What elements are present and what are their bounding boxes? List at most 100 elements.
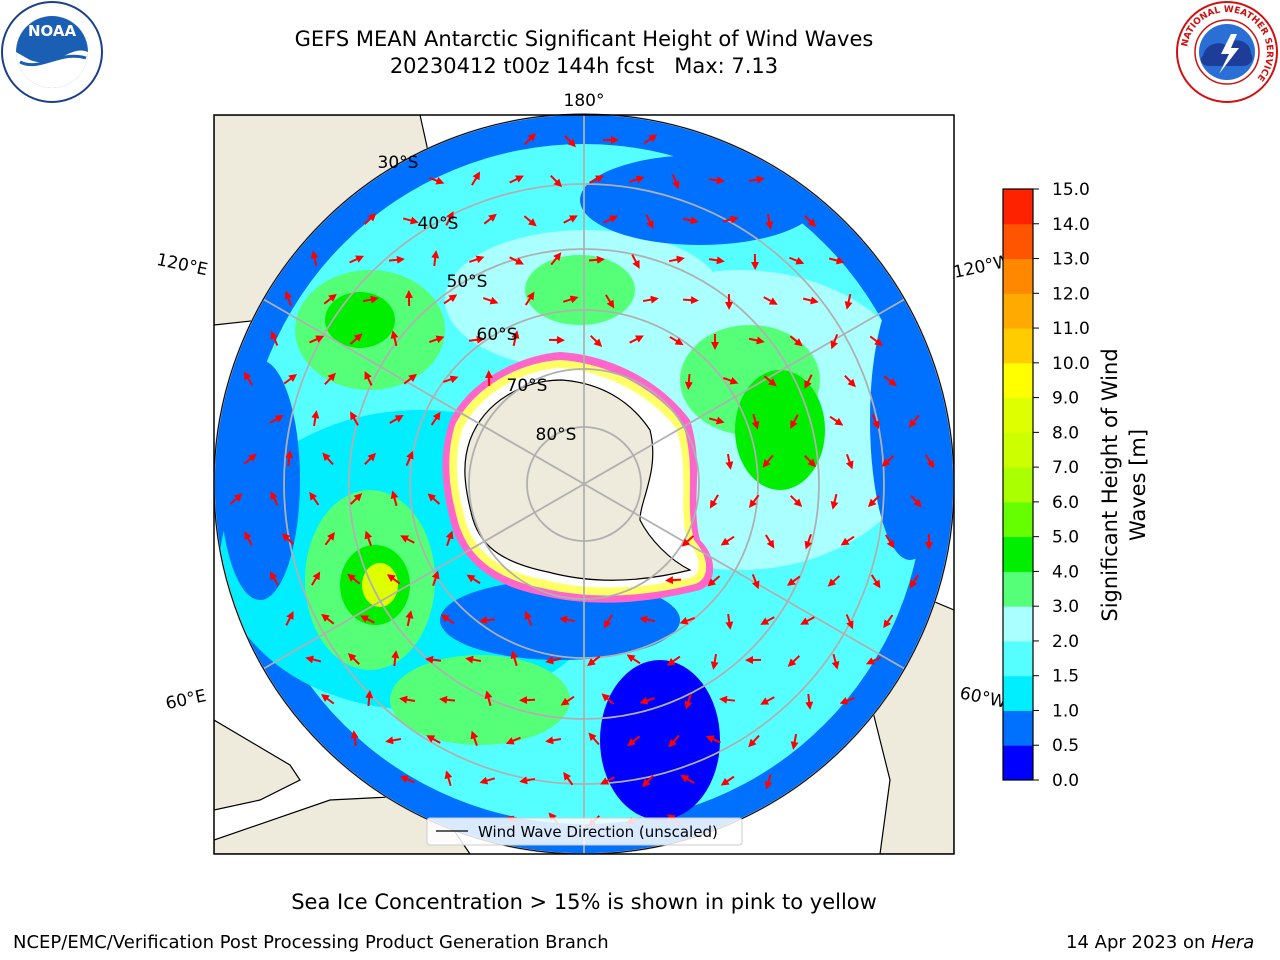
wave-direction-arrow — [562, 295, 579, 304]
wave-direction-arrow — [443, 294, 458, 305]
wave-direction-arrow — [523, 215, 537, 227]
colorbar-tick-label: 0.0 — [1052, 771, 1079, 791]
wave-direction-arrow — [363, 213, 377, 225]
wave-direction-arrow — [349, 333, 363, 345]
colorbar-tick-label: 14.0 — [1052, 215, 1090, 235]
wave-direction-arrow — [668, 734, 680, 748]
wave-direction-arrow — [429, 335, 445, 344]
wave-direction-arrow — [705, 735, 721, 744]
wave-direction-arrow — [270, 330, 279, 346]
wave-direction-arrow — [671, 174, 680, 190]
wave-direction-arrow — [587, 655, 601, 667]
wave-direction-arrow — [628, 175, 645, 184]
wave-direction-arrow — [804, 455, 817, 468]
wave-direction-arrow — [403, 373, 417, 385]
noaa-logo-text: NOAA — [28, 22, 77, 40]
wave-direction-arrow — [483, 213, 497, 225]
wave-direction-arrow — [310, 250, 319, 267]
wave-direction-arrow — [427, 493, 441, 505]
colorbar-tick-label: 12.0 — [1052, 284, 1090, 304]
wave-direction-arrow — [469, 255, 485, 264]
wave-direction-arrow — [590, 335, 603, 348]
wave-direction-arrow — [720, 775, 735, 786]
colorbar-tick-label: 13.0 — [1052, 250, 1090, 270]
wave-direction-arrow — [364, 370, 373, 386]
wave-direction-arrow — [389, 415, 404, 424]
lat-label-60s: 60°S — [477, 325, 518, 345]
wave-direction-arrow — [284, 290, 293, 306]
wave-direction-arrow — [865, 656, 881, 665]
wave-direction-arrow — [682, 296, 699, 305]
wave-direction-arrow — [668, 255, 685, 264]
wave-direction-arrow — [839, 696, 855, 705]
colorbar: 15.0 14.0 13.0 12.0 11.0 10.0 9.0 8.0 7.0 6.0 5.0 4… — [1002, 180, 1150, 791]
wave-direction-arrow — [802, 296, 819, 305]
lat-label-80s: 80°S — [536, 425, 577, 445]
colorbar-band — [1003, 467, 1033, 503]
wave-direction-arrow — [844, 293, 853, 310]
wave-direction-arrow — [790, 414, 799, 429]
wave-direction-arrow — [605, 294, 615, 309]
wave-direction-arrow — [679, 616, 695, 625]
wave-direction-arrow — [684, 693, 693, 710]
colorbar-tick-label: 10.0 — [1052, 354, 1090, 374]
wave-direction-arrow — [564, 134, 576, 148]
wave-direction-arrow — [269, 415, 284, 424]
colorbar-band — [1003, 501, 1033, 538]
wave-direction-arrow — [347, 652, 360, 665]
lon-label-60e: 60°E — [164, 686, 208, 714]
colorbar-band — [1003, 258, 1033, 294]
wave-direction-arrow — [708, 416, 725, 425]
wave-direction-arrow — [519, 776, 536, 785]
wave-direction-arrow — [321, 693, 335, 705]
wave-direction-arrow — [629, 335, 644, 344]
colorbar-band — [1003, 536, 1033, 572]
wave-direction-arrow — [666, 655, 681, 666]
colorbar-tick-label: 9.0 — [1052, 389, 1079, 409]
wave-direction-arrow — [347, 573, 361, 585]
wave-direction-arrow — [603, 614, 613, 629]
colorbar-band — [1003, 606, 1033, 642]
colorbar-tick-label: 11.0 — [1052, 319, 1090, 339]
colorbar-band — [1003, 432, 1033, 468]
wave-direction-arrow — [588, 255, 605, 264]
wave-direction-arrow — [322, 452, 334, 466]
wave-direction-arrow — [748, 734, 760, 748]
wave-direction-arrow — [324, 531, 335, 546]
graticule — [214, 115, 954, 854]
colorbar-band — [1003, 189, 1033, 225]
wave-direction-arrow — [789, 256, 805, 265]
wave-direction-arrow — [719, 695, 736, 704]
wave-direction-arrow — [725, 613, 734, 630]
wave-direction-arrow — [243, 453, 257, 465]
colorbar-tick-label: 8.0 — [1052, 423, 1079, 443]
wave-direction-arrow — [867, 495, 880, 508]
wave-direction-arrow — [399, 775, 415, 784]
wave-direction-arrow — [682, 216, 699, 225]
colorbar-tick-label: 3.0 — [1052, 597, 1079, 617]
colorbar-bands — [1003, 189, 1033, 781]
wave-direction-arrow — [524, 291, 535, 306]
wave-direction-arrow — [509, 175, 524, 184]
wave-direction-arrow — [390, 330, 399, 347]
wave-direction-arrow — [751, 574, 760, 590]
wave-direction-arrow — [844, 374, 856, 388]
wave-direction-arrow — [908, 414, 920, 428]
wave-direction-arrow — [749, 494, 760, 509]
wave-direction-arrow — [642, 295, 659, 304]
wave-direction-arrow — [751, 413, 760, 430]
wave-direction-arrow — [669, 336, 684, 346]
wave-direction-arrow — [442, 375, 459, 384]
colorbar-tick-label: 0.5 — [1052, 736, 1079, 756]
wave-direction-arrow — [707, 575, 721, 587]
colorbar-band — [1003, 397, 1033, 433]
wave-direction-arrow — [828, 256, 845, 265]
wave-direction-arrow — [789, 495, 803, 507]
colorbar-band — [1003, 328, 1033, 364]
wave-direction-arrow — [830, 334, 839, 350]
wave-direction-arrow — [601, 693, 615, 705]
wave-direction-arrow — [708, 176, 725, 185]
wave-direction-arrow — [760, 696, 775, 705]
wave-direction-arrow — [720, 535, 735, 546]
wave-direction-arrow — [560, 695, 575, 706]
